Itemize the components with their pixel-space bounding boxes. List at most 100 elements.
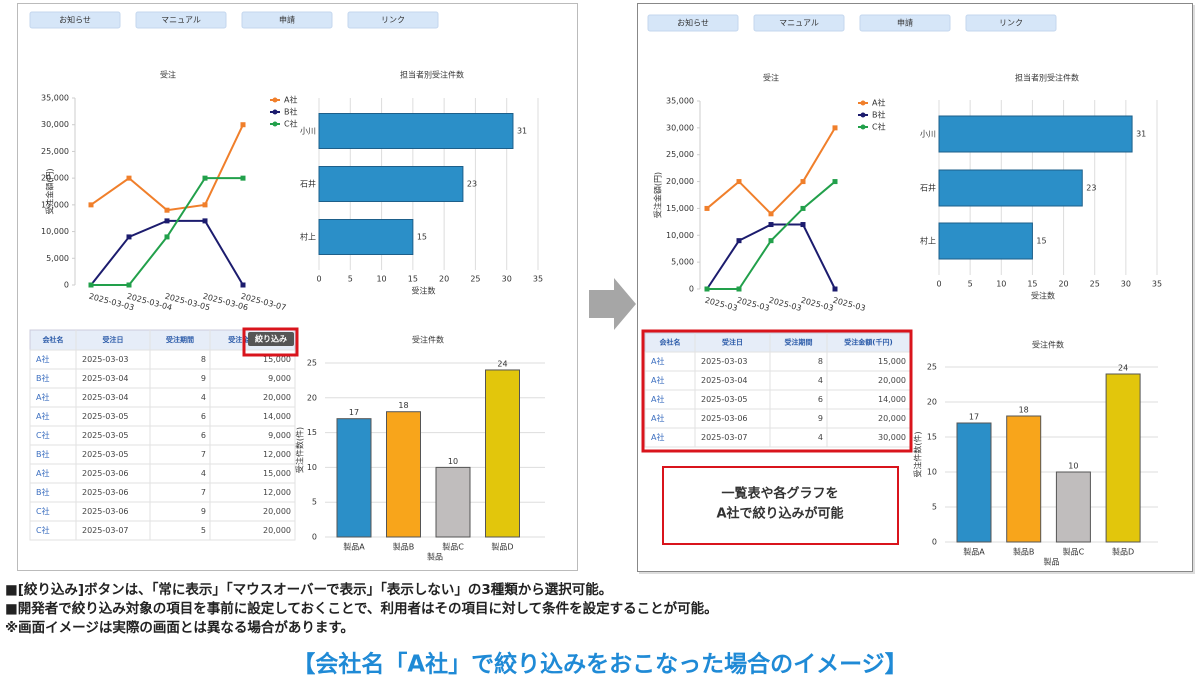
table-cell: C社 — [36, 430, 50, 440]
nav-label: リンク — [999, 19, 1023, 28]
bar-value-label: 17 — [349, 408, 359, 417]
table-cell: A社 — [36, 354, 49, 364]
table-row — [644, 389, 911, 410]
table-cell: 15,000 — [263, 355, 291, 364]
y-tick-label: 0 — [64, 281, 69, 290]
table-row — [29, 349, 296, 370]
arrow — [589, 278, 636, 330]
y-tick-label: 10 — [927, 468, 937, 477]
nav-label: 申請 — [279, 15, 295, 25]
table-cell: 2025-03-05 — [701, 395, 748, 404]
nav-label: マニュアル — [161, 16, 201, 25]
x-tick-label: 製品D — [491, 542, 513, 552]
bar-value-label: 23 — [1086, 184, 1096, 193]
y-tick-label: 5 — [312, 498, 317, 507]
nav-button[interactable] — [347, 11, 439, 29]
caption: 【会社名「A社」で絞り込みをおこなった場合のイメージ】 — [292, 651, 907, 678]
table-cell: A社 — [36, 468, 49, 478]
callout-text: 一覧表や各グラフを — [721, 486, 838, 502]
chart-title: 受注 — [763, 73, 779, 83]
table-cell: 2025-03-06 — [82, 469, 129, 478]
nav-button[interactable] — [135, 11, 227, 29]
point — [88, 282, 94, 288]
bar-value-label: 24 — [497, 359, 507, 368]
table-cell: 12,000 — [263, 450, 291, 459]
y-axis-label: 受注件数(件) — [295, 427, 305, 473]
y-tick-label: 20,000 — [666, 177, 694, 186]
chart-title: 担当者別受注件数 — [1015, 73, 1079, 83]
y-tick-label: 石井 — [300, 179, 316, 189]
legend-swatch — [860, 112, 866, 118]
table-cell: B社 — [36, 487, 50, 497]
point — [704, 205, 710, 211]
y-axis-label: 受注件数(件) — [913, 431, 923, 477]
nav-button[interactable] — [753, 14, 845, 32]
x-tick-label: 製品B — [1013, 547, 1035, 557]
x-tick-label: 0 — [936, 280, 941, 289]
nav-button[interactable] — [241, 11, 333, 29]
table-cell: 20,000 — [878, 376, 906, 385]
legend-label: B社 — [284, 107, 298, 117]
point — [736, 179, 742, 185]
x-axis-label: 受注数 — [1031, 291, 1055, 301]
callout-text: A社で絞り込みが可能 — [716, 506, 843, 522]
table-cell: 2025-03-05 — [82, 450, 129, 459]
nav-button[interactable] — [29, 11, 121, 29]
y-tick-label: 5,000 — [46, 254, 69, 263]
point — [164, 207, 170, 213]
table-header-cell: 会社名 — [43, 335, 64, 344]
y-tick-label: 15,000 — [666, 204, 694, 213]
point — [240, 122, 246, 128]
point — [832, 286, 838, 292]
table-cell: 9,000 — [268, 374, 291, 383]
x-tick-label: 製品D — [1112, 547, 1134, 557]
table-cell: 14,000 — [263, 412, 291, 421]
nav-button[interactable] — [647, 14, 739, 32]
bar-value-label: 15 — [417, 233, 427, 242]
x-tick-label: 35 — [1152, 280, 1162, 289]
y-tick-label: 10,000 — [666, 231, 694, 240]
bar — [435, 466, 471, 538]
table-row — [29, 444, 296, 465]
table-row — [29, 501, 296, 522]
table-row — [644, 370, 911, 391]
table-cell: 20,000 — [263, 507, 291, 516]
bar — [938, 115, 1133, 153]
y-tick-label: 15,000 — [41, 200, 69, 209]
filter-button[interactable] — [248, 332, 294, 346]
x-tick-label: 製品B — [393, 542, 415, 552]
table-cell: B社 — [36, 373, 50, 383]
chart-title: 受注件数 — [1032, 340, 1064, 350]
note: ■開発者で絞り込み対象の項目を事前に設定しておくことで、利用者はその項目に対して… — [5, 600, 718, 617]
bar — [485, 369, 520, 538]
table-cell: 20,000 — [263, 526, 291, 535]
point — [800, 179, 806, 185]
bar — [318, 113, 514, 149]
x-tick-label: 製品C — [442, 542, 464, 552]
x-tick-label: 15 — [1027, 280, 1037, 289]
bar-value-label: 31 — [1136, 130, 1146, 139]
table-cell: 8 — [201, 355, 206, 364]
legend-swatch — [272, 121, 278, 127]
table-cell: 15,000 — [878, 357, 906, 366]
y-tick-label: 15 — [927, 433, 937, 442]
point — [736, 286, 742, 292]
x-tick-label: 5 — [348, 275, 353, 284]
table-cell: 15,000 — [263, 469, 291, 478]
nav-button[interactable] — [859, 14, 951, 32]
bar — [1105, 373, 1141, 543]
x-axis-label: 製品 — [427, 552, 443, 562]
nav-button[interactable] — [965, 14, 1057, 32]
x-tick-label: 30 — [502, 275, 512, 284]
highlight — [242, 327, 299, 357]
table-cell: 7 — [201, 450, 206, 459]
y-tick-label: 30,000 — [41, 120, 69, 129]
point — [800, 222, 806, 228]
x-tick-label: 35 — [533, 275, 543, 284]
point — [202, 218, 208, 224]
table-cell: A社 — [651, 356, 664, 366]
point — [88, 202, 94, 208]
bar-value-label: 18 — [1019, 406, 1029, 415]
table-cell: 4 — [201, 469, 206, 478]
